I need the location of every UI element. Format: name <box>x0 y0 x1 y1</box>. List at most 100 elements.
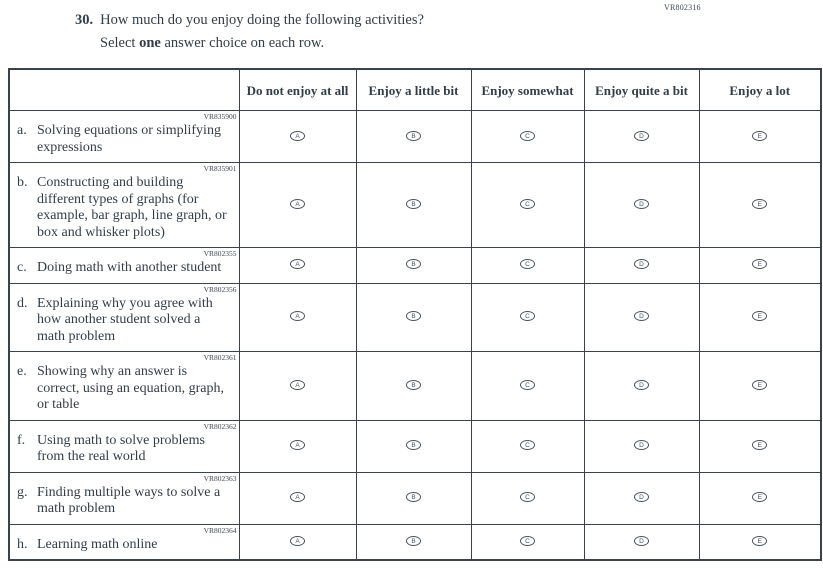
answer-bubble-a[interactable]: A <box>290 379 305 390</box>
row-text: Using math to solve problems from the re… <box>37 432 205 465</box>
answer-cell: C <box>470 419 585 473</box>
row-label-cell: VR802355 c. Doing math with another studen… <box>8 247 240 284</box>
answer-bubble-d[interactable]: D <box>634 535 649 546</box>
answer-bubble-b[interactable]: B <box>406 440 421 450</box>
answer-cell: C <box>470 471 585 525</box>
row-label-cell: VR802364 h. Learning math online <box>8 523 240 561</box>
row-text: Constructing and building different type… <box>37 175 227 240</box>
answer-cell: B <box>355 162 472 248</box>
answer-bubble-d[interactable]: D <box>634 199 649 209</box>
answer-cell: E <box>698 419 822 473</box>
answer-bubble-b[interactable]: B <box>406 259 421 270</box>
answer-cell: D <box>583 282 700 352</box>
table-row: VR802355 c. Doing math with another studen… <box>8 247 822 284</box>
row-letter: c. <box>17 260 27 275</box>
row-label: h. Learning math online <box>10 535 239 560</box>
answer-cell: D <box>583 162 700 248</box>
answer-bubble-b[interactable]: B <box>406 492 421 502</box>
row-letter: d. <box>17 295 28 311</box>
row-label-cell: VR802356 d. Explaining why you agree with … <box>8 282 240 352</box>
answer-bubble-c[interactable]: C <box>520 440 535 450</box>
row-text: Finding multiple ways to solve a math pr… <box>37 484 221 517</box>
header-stub-cell <box>8 68 240 111</box>
answer-bubble-e[interactable]: E <box>752 440 768 450</box>
answer-bubble-c[interactable]: C <box>520 535 535 546</box>
answer-bubble-a[interactable]: A <box>290 492 305 502</box>
answer-bubble-d[interactable]: D <box>634 130 649 141</box>
answer-cell: C <box>470 110 585 163</box>
answer-bubble-c[interactable]: C <box>520 492 535 502</box>
table-row: VR802362 f. Using math to solve problems f… <box>8 419 822 473</box>
answer-cell: E <box>698 523 822 561</box>
row-letter: f. <box>17 432 26 448</box>
answer-cell: B <box>355 523 472 561</box>
answer-bubble-b[interactable]: B <box>406 379 421 390</box>
row-label: d. Explaining why you agree with how anot… <box>10 294 239 352</box>
answer-bubble-d[interactable]: D <box>634 311 649 322</box>
row-text: Learning math online <box>37 536 158 552</box>
answer-bubble-e[interactable]: E <box>752 379 768 390</box>
column-header-enjoy-quite: Enjoy quite a bit <box>583 68 700 111</box>
answer-cell: A <box>238 247 357 284</box>
answer-bubble-c[interactable]: C <box>520 311 535 322</box>
answer-cell: C <box>470 523 585 561</box>
answer-bubble-a[interactable]: A <box>290 440 305 450</box>
table-row: VR802363 g. Finding multiple ways to solve… <box>8 471 822 525</box>
answer-bubble-e[interactable]: E <box>752 259 768 270</box>
answer-cell: E <box>698 247 822 284</box>
question-line: 30. How much do you enjoy doing the follo… <box>75 9 424 32</box>
row-label-cell: VR835901 b. Constructing and building diff… <box>8 162 240 248</box>
answer-cell: D <box>583 247 700 284</box>
answer-bubble-e[interactable]: E <box>752 535 768 546</box>
answer-bubble-c[interactable]: C <box>520 259 535 270</box>
answer-matrix-table: Do not enjoy at all Enjoy a little bit E… <box>8 68 822 561</box>
answer-bubble-e[interactable]: E <box>752 199 768 209</box>
answer-bubble-c[interactable]: C <box>520 379 535 390</box>
answer-bubble-b[interactable]: B <box>406 535 421 546</box>
row-label: c. Doing math with another student <box>10 258 239 283</box>
question-instruction: Select one answer choice on each row. <box>100 32 424 55</box>
answer-bubble-c[interactable]: C <box>520 130 535 141</box>
answer-bubble-b[interactable]: B <box>406 311 421 322</box>
table-row: VR802361 e. Showing why an answer is corre… <box>8 351 822 421</box>
answer-bubble-e[interactable]: E <box>752 492 768 502</box>
row-item-code: VR802363 <box>203 473 237 483</box>
row-label-cell: VR802362 f. Using math to solve problems f… <box>8 419 240 473</box>
answer-bubble-a[interactable]: A <box>290 535 305 546</box>
answer-bubble-d[interactable]: D <box>634 440 649 450</box>
table-row: VR835900 a. Solving equations or simplifyi… <box>8 110 822 163</box>
answer-cell: C <box>470 282 585 352</box>
row-label-cell: VR835900 a. Solving equations or simplifyi… <box>8 110 240 163</box>
answer-cell: D <box>583 110 700 163</box>
answer-bubble-a[interactable]: A <box>290 311 305 322</box>
answer-bubble-b[interactable]: B <box>406 130 421 141</box>
answer-cell: A <box>238 523 357 561</box>
table-row: VR802356 d. Explaining why you agree with … <box>8 282 822 352</box>
answer-bubble-c[interactable]: C <box>520 199 535 209</box>
answer-cell: A <box>238 282 357 352</box>
row-label: e. Showing why an answer is correct, usin… <box>10 362 239 420</box>
column-header-enjoy-little: Enjoy a little bit <box>355 68 472 111</box>
answer-bubble-a[interactable]: A <box>290 259 305 270</box>
answer-bubble-e[interactable]: E <box>752 311 768 322</box>
row-text: Explaining why you agree with how anothe… <box>37 295 213 344</box>
instruction-prefix: Select <box>100 35 140 51</box>
answer-cell: A <box>238 162 357 248</box>
answer-bubble-e[interactable]: E <box>752 130 768 141</box>
row-label-cell: VR802361 e. Showing why an answer is corre… <box>8 351 240 421</box>
answer-bubble-a[interactable]: A <box>290 199 305 209</box>
answer-bubble-d[interactable]: D <box>634 492 649 502</box>
answer-bubble-d[interactable]: D <box>634 379 649 390</box>
row-label: g. Finding multiple ways to solve a math … <box>10 483 239 524</box>
answer-cell: E <box>698 110 822 163</box>
table-row: VR802364 h. Learning math online A B C D E <box>8 523 822 561</box>
column-header-enjoy-lot: Enjoy a lot <box>698 68 822 111</box>
instruction-suffix: answer choice on each row. <box>160 35 325 51</box>
answer-bubble-a[interactable]: A <box>290 130 305 141</box>
answer-cell: D <box>583 523 700 561</box>
answer-cell: E <box>698 162 822 248</box>
row-letter: e. <box>17 364 27 379</box>
answer-bubble-b[interactable]: B <box>406 199 421 209</box>
answer-bubble-d[interactable]: D <box>634 259 649 270</box>
